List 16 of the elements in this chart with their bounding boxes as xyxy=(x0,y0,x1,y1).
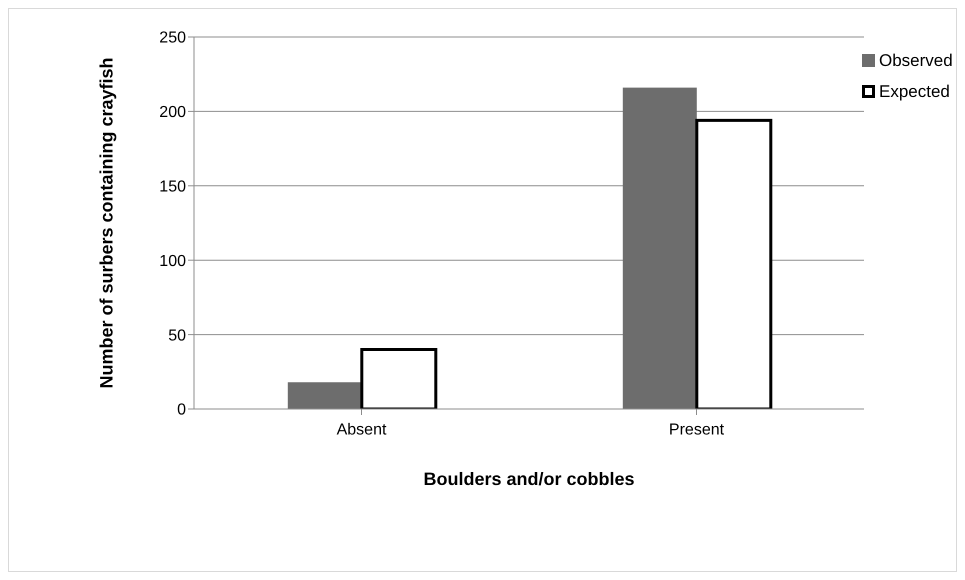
y-tick-label: 250 xyxy=(159,30,186,47)
y-tick-label: 100 xyxy=(159,252,186,270)
y-tick-label: 150 xyxy=(159,178,186,196)
bar xyxy=(622,88,697,409)
bar xyxy=(695,118,772,409)
y-axis-title: Number of surbers containing crayfish xyxy=(96,57,116,389)
x-tick-label: Absent xyxy=(336,421,387,438)
bar xyxy=(360,348,438,409)
x-tick-label: Present xyxy=(668,421,725,438)
bar xyxy=(288,382,362,409)
legend-label: Observed xyxy=(879,50,953,70)
legend-label: Expected xyxy=(879,82,950,102)
x-axis-title: Boulders and/or cobbles xyxy=(423,469,635,489)
y-tick-label: 0 xyxy=(177,402,186,419)
y-tick-label: 200 xyxy=(159,104,186,122)
y-tick-label: 50 xyxy=(168,327,186,344)
